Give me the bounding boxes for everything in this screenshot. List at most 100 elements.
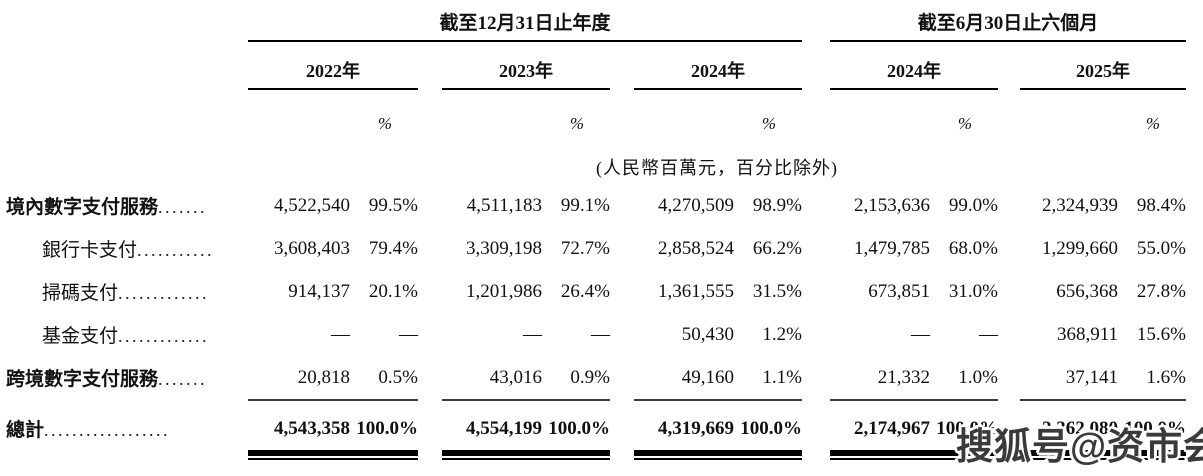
total-value-cell: 2,174,967	[854, 417, 930, 439]
year-header-2022: 2022年	[248, 57, 418, 90]
value-cell: 2,858,524	[658, 237, 734, 259]
percent-cell: 79.4%	[368, 237, 418, 259]
percent-cell: 31.5%	[752, 280, 802, 302]
total-percent-cell: 100.0%	[356, 417, 418, 439]
percent-cell: 0.5%	[378, 366, 418, 388]
table-row-domestic-digital-payment: 境內數字支付服務....... 4,522,540 99.5% 4,511,18…	[0, 184, 1203, 227]
year-header-2024-interim: 2024年	[830, 57, 998, 90]
percent-cell: 99.5%	[368, 194, 418, 216]
row-label-text: 跨境數字支付服務	[6, 369, 159, 390]
percent-cell: 99.0%	[948, 194, 998, 216]
value-cell: 21,332	[877, 366, 930, 388]
percent-cell: 20.1%	[368, 280, 418, 302]
totals-double-rule	[0, 450, 1203, 462]
value-cell: 4,270,509	[658, 194, 734, 216]
total-value-cell: 4,554,199	[466, 417, 542, 439]
percent-cell: 27.8%	[1136, 280, 1186, 302]
year-header-row: 2022年 2023年 2024年 2024年 2025年	[0, 42, 1203, 90]
percent-column-header: %	[957, 114, 972, 133]
percent-cell: 98.9%	[752, 194, 802, 216]
value-cell: 1,201,986	[466, 280, 542, 302]
row-label-text: 銀行卡支付	[42, 240, 138, 261]
percent-cell: 31.0%	[948, 280, 998, 302]
table-row-fund-payment: 基金支付............. — — — — 50,430 1.2% — …	[0, 313, 1203, 356]
year-header-2023: 2023年	[442, 57, 610, 90]
dot-leader: .......	[158, 369, 208, 389]
percent-cell: 72.7%	[560, 237, 610, 259]
row-label: 掃碼支付.............	[0, 278, 248, 305]
value-cell: —	[911, 323, 930, 345]
totals-top-rule	[0, 399, 1203, 407]
value-cell: 4,511,183	[466, 194, 542, 216]
percent-column-header: %	[761, 114, 776, 133]
period-group-header-row: 截至12月31日止年度 截至6月30日止六個月	[0, 0, 1203, 42]
value-cell: 914,137	[288, 280, 350, 302]
dot-leader: ..................	[44, 420, 171, 440]
percent-column-header: %	[377, 114, 392, 133]
row-label: 銀行卡支付...........	[0, 235, 248, 262]
value-cell: —	[331, 323, 350, 345]
percent-cell: 1.0%	[958, 366, 998, 388]
row-label-text: 基金支付	[42, 326, 119, 347]
dot-leader: ...........	[137, 240, 215, 260]
row-label-text: 掃碼支付	[42, 283, 119, 304]
percent-cell: 0.9%	[570, 366, 610, 388]
row-label-text: 境內數字支付服務	[6, 197, 159, 218]
table-row-total: 總計.................. 4,543,358 100.0% 4,…	[0, 407, 1203, 450]
table-row-bank-card-payment: 銀行卡支付........... 3,608,403 79.4% 3,309,1…	[0, 227, 1203, 270]
row-label: 基金支付.............	[0, 321, 248, 348]
percent-cell: —	[591, 323, 610, 345]
value-cell: 673,851	[868, 280, 930, 302]
dot-leader: .......	[158, 197, 208, 217]
year-header-2024: 2024年	[634, 57, 802, 90]
table-row-qr-code-payment: 掃碼支付............. 914,137 20.1% 1,201,98…	[0, 270, 1203, 313]
percent-cell: 66.2%	[752, 237, 802, 259]
percent-cell: —	[399, 323, 418, 345]
total-label: 總計..................	[0, 415, 248, 442]
row-label-text: 總計	[6, 420, 45, 441]
total-percent-cell: 100.0%	[548, 417, 610, 439]
dot-leader: .............	[118, 283, 210, 303]
value-cell: 20,818	[297, 366, 350, 388]
unit-note: (人民幣百萬元，百分比除外)	[596, 158, 838, 178]
percent-column-header: %	[569, 114, 584, 133]
interim-period-header: 截至6月30日止六個月	[830, 8, 1186, 42]
total-percent-cell: 100.0%	[740, 417, 802, 439]
percent-cell: 1.1%	[762, 366, 802, 388]
percent-cell: 55.0%	[1136, 237, 1186, 259]
value-cell: 2,324,939	[1042, 194, 1118, 216]
total-value-cell: 4,319,669	[658, 417, 734, 439]
value-cell: 37,141	[1065, 366, 1118, 388]
unit-note-row: (人民幣百萬元，百分比除外)	[0, 140, 1203, 184]
value-cell: 2,153,636	[854, 194, 930, 216]
percent-cell: 1.6%	[1146, 366, 1186, 388]
value-cell: 43,016	[489, 366, 542, 388]
percent-cell: 1.2%	[762, 323, 802, 345]
value-cell: 49,160	[681, 366, 734, 388]
annual-period-header: 截至12月31日止年度	[248, 8, 802, 42]
value-cell: 50,430	[681, 323, 734, 345]
percent-cell: 98.4%	[1136, 194, 1186, 216]
total-value-cell: 2,362,080	[1042, 417, 1118, 439]
value-cell: 4,522,540	[274, 194, 350, 216]
total-percent-cell: 100.0%	[936, 417, 998, 439]
value-cell: 3,309,198	[466, 237, 542, 259]
sohu-watermark: 搜狐号@资市会	[956, 426, 1203, 467]
total-percent-cell: 100.0%	[1124, 417, 1186, 439]
row-label: 跨境數字支付服務.......	[0, 364, 248, 391]
percent-cell: 99.1%	[560, 194, 610, 216]
row-label: 境內數字支付服務.......	[0, 192, 248, 219]
value-cell: —	[523, 323, 542, 345]
percent-header-row: % % % % %	[0, 90, 1203, 140]
percent-cell: 26.4%	[560, 280, 610, 302]
table-row-cross-border-digital-payment: 跨境數字支付服務....... 20,818 0.5% 43,016 0.9% …	[0, 356, 1203, 399]
percent-cell: —	[979, 323, 998, 345]
value-cell: 1,299,660	[1042, 237, 1118, 259]
percent-cell: 68.0%	[948, 237, 998, 259]
value-cell: 3,608,403	[274, 237, 350, 259]
value-cell: 1,361,555	[658, 280, 734, 302]
percent-column-header: %	[1145, 114, 1160, 133]
dot-leader: .............	[118, 326, 210, 346]
total-value-cell: 4,543,358	[274, 417, 350, 439]
percent-cell: 15.6%	[1136, 323, 1186, 345]
